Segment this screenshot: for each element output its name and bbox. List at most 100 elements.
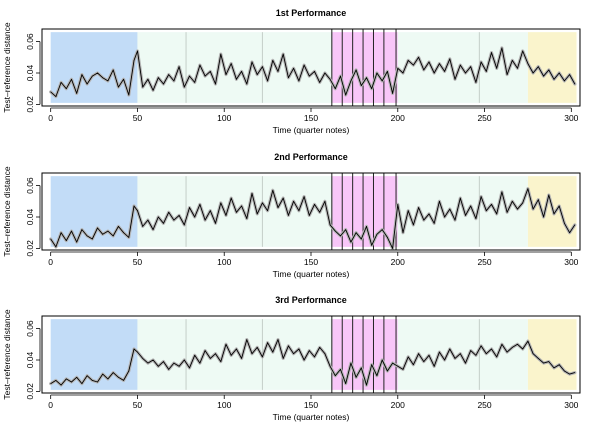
data-point-9 bbox=[91, 238, 93, 240]
data-point-48 bbox=[293, 67, 294, 69]
data-point-81 bbox=[465, 362, 466, 364]
data-point-15 bbox=[123, 232, 124, 234]
data-point-78 bbox=[449, 208, 451, 210]
data-point-42 bbox=[262, 66, 263, 68]
data-point-9 bbox=[91, 75, 93, 77]
data-point-91 bbox=[517, 67, 518, 69]
y-axis-label: Test–reference distance bbox=[2, 166, 12, 257]
data-point-38 bbox=[241, 71, 243, 72]
data-point-49 bbox=[298, 210, 300, 212]
data-point-17 bbox=[133, 60, 135, 61]
data-point-100 bbox=[564, 222, 565, 224]
data-point-2 bbox=[55, 96, 57, 97]
x-tick-label: 100 bbox=[217, 113, 231, 123]
data-point-6 bbox=[76, 241, 78, 243]
data-point-41 bbox=[256, 347, 258, 348]
data-point-32 bbox=[209, 210, 211, 212]
data-point-63 bbox=[371, 88, 373, 90]
data-point-55 bbox=[329, 365, 331, 367]
data-point-6 bbox=[76, 93, 78, 94]
data-point-32 bbox=[209, 358, 211, 359]
series-line bbox=[50, 339, 575, 386]
data-point-35 bbox=[225, 74, 227, 75]
data-point-33 bbox=[215, 353, 216, 355]
panel-3: 0 50 100 150 200 250 300 0.02 0.04 0.06 3rd Perfor… bbox=[2, 295, 581, 422]
data-point-56 bbox=[334, 88, 336, 90]
data-point-91 bbox=[517, 208, 518, 210]
data-point-99 bbox=[558, 364, 560, 366]
data-point-53 bbox=[319, 347, 321, 348]
data-point-4 bbox=[65, 240, 67, 242]
data-point-31 bbox=[204, 219, 206, 221]
data-point-75 bbox=[433, 72, 435, 74]
data-point-26 bbox=[178, 66, 180, 68]
data-point-69 bbox=[402, 369, 404, 370]
data-point-34 bbox=[220, 202, 222, 204]
data-point-52 bbox=[314, 204, 315, 205]
data-point-92 bbox=[522, 348, 524, 350]
data-point-72 bbox=[418, 207, 419, 209]
data-point-41 bbox=[256, 213, 258, 215]
data-point-55 bbox=[329, 224, 331, 226]
data-point-71 bbox=[413, 224, 414, 226]
data-point-3 bbox=[60, 232, 62, 234]
data-point-67 bbox=[392, 248, 393, 249]
data-point-61 bbox=[360, 367, 362, 369]
data-point-70 bbox=[407, 356, 409, 358]
data-point-67 bbox=[392, 93, 393, 94]
data-point-24 bbox=[168, 74, 170, 75]
data-point-20 bbox=[147, 78, 149, 80]
series-line bbox=[50, 188, 576, 249]
data-point-28 bbox=[189, 207, 190, 209]
x-tick-label: 200 bbox=[391, 400, 405, 410]
data-point-1 bbox=[50, 383, 52, 384]
data-point-82 bbox=[470, 350, 472, 351]
data-point-70 bbox=[407, 210, 409, 212]
data-point-27 bbox=[183, 86, 185, 88]
data-point-37 bbox=[236, 348, 237, 350]
data-point-76 bbox=[439, 200, 440, 202]
y-tick-label: 0.02 bbox=[25, 240, 35, 257]
data-point-28 bbox=[189, 75, 190, 77]
data-point-45 bbox=[277, 339, 279, 340]
data-point-2 bbox=[55, 380, 57, 381]
data-point-88 bbox=[501, 47, 503, 49]
y-axis-label: Test–reference distance bbox=[2, 22, 12, 113]
data-point-57 bbox=[340, 75, 341, 77]
data-point-73 bbox=[423, 219, 425, 221]
data-point-20 bbox=[147, 362, 149, 364]
data-point-4 bbox=[65, 88, 67, 90]
data-point-60 bbox=[355, 69, 357, 71]
data-point-100 bbox=[564, 370, 565, 372]
data-point-102 bbox=[574, 83, 576, 85]
data-point-66 bbox=[387, 370, 388, 372]
data-point-7 bbox=[81, 383, 83, 384]
data-point-29 bbox=[194, 354, 196, 356]
data-point-42 bbox=[262, 202, 263, 204]
data-point-16 bbox=[128, 237, 130, 238]
data-point-38 bbox=[241, 358, 243, 359]
data-point-60 bbox=[355, 232, 357, 234]
series-line bbox=[50, 47, 576, 98]
data-point-20 bbox=[147, 219, 149, 221]
data-point-71 bbox=[413, 364, 414, 366]
data-point-102 bbox=[574, 224, 576, 226]
data-point-66 bbox=[387, 237, 388, 238]
data-point-12 bbox=[107, 230, 109, 232]
data-point-12 bbox=[107, 80, 109, 82]
data-point-44 bbox=[272, 189, 274, 191]
data-point-74 bbox=[428, 61, 430, 63]
data-point-14 bbox=[118, 86, 119, 88]
data-point-98 bbox=[553, 367, 555, 369]
data-point-31 bbox=[204, 350, 206, 351]
data-point-97 bbox=[548, 194, 550, 196]
data-point-86 bbox=[491, 52, 492, 53]
data-point-16 bbox=[128, 94, 130, 96]
data-point-46 bbox=[282, 53, 284, 55]
data-point-44 bbox=[272, 351, 274, 353]
data-point-5 bbox=[71, 230, 72, 232]
data-point-18 bbox=[137, 351, 138, 353]
data-point-15 bbox=[123, 78, 124, 80]
data-point-52 bbox=[314, 356, 315, 358]
data-point-54 bbox=[324, 353, 326, 355]
